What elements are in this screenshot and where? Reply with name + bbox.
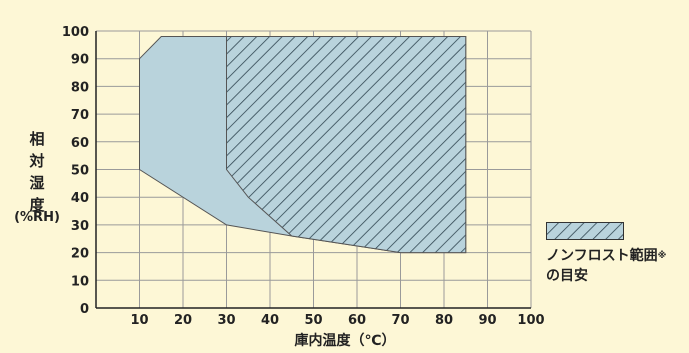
legend-note-mark: ※ [657,251,667,261]
x-tick-label: 100 [517,313,544,328]
y-tick-label: 30 [71,219,89,234]
y-axis-label-char: 湿 [29,174,45,192]
nonfrost-area [226,36,467,254]
y-tick-label: 10 [71,274,89,289]
x-tick-label: 90 [478,313,496,328]
y-tick-label: 70 [71,108,89,123]
y-tick-label: 0 [80,302,89,317]
y-tick-label: 90 [71,53,89,68]
x-tick-label: 40 [261,313,279,328]
legend-swatch [546,222,624,240]
x-tick-label: 50 [304,313,322,328]
x-tick-label: 60 [348,313,366,328]
legend-label: ノンフロスト範囲※ の目安 [546,246,686,286]
y-tick-label: 40 [71,191,89,206]
y-tick-label: 60 [71,136,89,151]
y-axis-unit: (%RH) [14,210,60,225]
x-tick-label: 10 [130,313,148,328]
y-axis-label-char: 相 [29,130,45,148]
x-axis-label: 庫内温度（℃） [294,333,396,349]
x-tick-label: 80 [435,313,453,328]
legend-label-line2: の目安 [546,268,588,284]
x-tick-label: 70 [391,313,409,328]
x-tick-label: 30 [217,313,235,328]
x-tick-label: 20 [174,313,192,328]
legend-label-line1: ノンフロスト範囲 [546,248,658,264]
y-axis-label: 相 対 湿 度 [22,128,52,216]
y-axis-label-char: 度 [29,196,45,214]
y-tick-label: 100 [62,25,89,40]
y-tick-label: 80 [71,80,89,95]
y-tick-label: 20 [71,247,89,262]
y-tick-label: 50 [71,164,89,179]
y-axis-label-char: 対 [29,152,45,170]
